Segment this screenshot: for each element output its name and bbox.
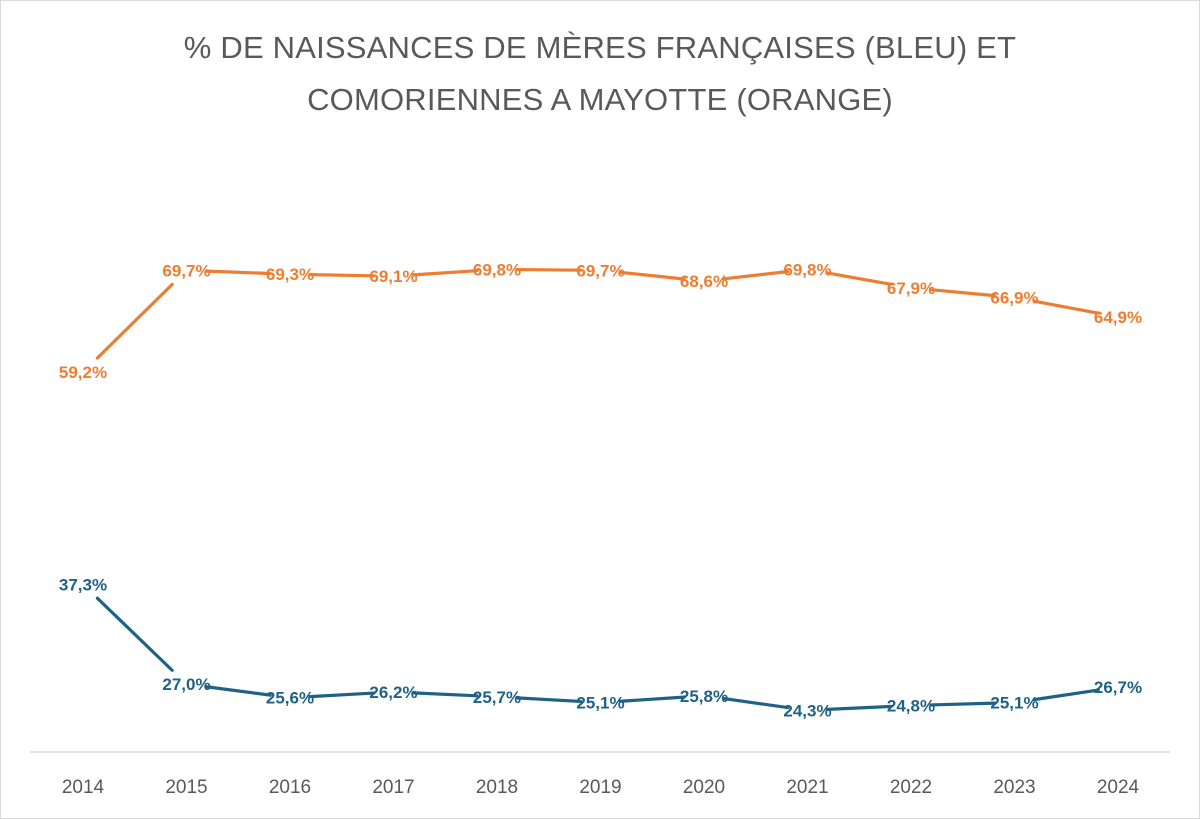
x-tick-label-2017: 2017 bbox=[372, 777, 414, 798]
x-tick-label-2015: 2015 bbox=[165, 777, 207, 798]
series-francaises-segment-2016-2017 bbox=[308, 691, 376, 699]
data-label-francaises-2020: 25,8% bbox=[680, 687, 728, 706]
data-label-francaises-2023: 25,1% bbox=[990, 694, 1038, 713]
series-francaises-segment-2018-2019 bbox=[515, 696, 583, 704]
data-label-comoriennes-2020: 68,6% bbox=[680, 272, 728, 291]
chart-title-line-2: COMORIENNES A MAYOTTE (ORANGE) bbox=[307, 82, 893, 117]
data-label-francaises-2018: 25,7% bbox=[473, 688, 521, 707]
series-francaises-segment-2019-2020 bbox=[618, 695, 686, 703]
data-label-comoriennes-2018: 69,8% bbox=[473, 260, 521, 279]
series-comoriennes-segment-2015-2016 bbox=[204, 269, 272, 276]
data-label-comoriennes-2024: 64,9% bbox=[1094, 308, 1142, 327]
data-label-layer: 59,2% 69,7% 69,3% 69,1% 69,8% 69,7% 68,6% 69,8%… bbox=[59, 260, 1142, 720]
data-label-francaises-2022: 24,8% bbox=[887, 696, 935, 715]
series-francaises-segment-2022-2023 bbox=[929, 701, 997, 707]
series-francaises-segment-2014-2015 bbox=[95, 596, 174, 672]
series-comoriennes-segment-2018-2019 bbox=[515, 267, 583, 272]
x-tick-label-2016: 2016 bbox=[269, 777, 311, 798]
data-label-comoriennes-2021: 69,8% bbox=[783, 260, 831, 279]
data-label-francaises-2016: 25,6% bbox=[266, 689, 314, 708]
x-tick-label-2014: 2014 bbox=[62, 777, 105, 798]
data-label-comoriennes-2022: 67,9% bbox=[887, 279, 935, 298]
chart-title-line-1: % DE NAISSANCES DE MÈRES FRANÇAISES (BLE… bbox=[183, 30, 1017, 65]
x-tick-label-2020: 2020 bbox=[683, 777, 725, 798]
data-label-francaises-2015: 27,0% bbox=[162, 675, 210, 694]
data-label-comoriennes-2014: 59,2% bbox=[59, 363, 107, 382]
data-label-comoriennes-2023: 66,9% bbox=[990, 288, 1038, 307]
data-label-comoriennes-2016: 69,3% bbox=[266, 265, 314, 284]
series-francaises-segment-2020-2021 bbox=[722, 696, 790, 710]
x-tick-label-2018: 2018 bbox=[476, 777, 518, 798]
series-comoriennes-segment-2016-2017 bbox=[308, 273, 376, 278]
series-comoriennes-segment-2020-2021 bbox=[722, 270, 790, 281]
series-comoriennes-segment-2017-2018 bbox=[411, 269, 479, 277]
series-francaises-segment-2015-2016 bbox=[204, 685, 272, 697]
series-francaises-segment-2023-2024 bbox=[1032, 688, 1100, 702]
data-label-francaises-2021: 24,3% bbox=[783, 701, 831, 720]
series-comoriennes-segment-2022-2023 bbox=[929, 288, 997, 298]
chart-title: % DE NAISSANCES DE MÈRES FRANÇAISES (BLE… bbox=[0, 22, 1200, 126]
data-label-comoriennes-2017: 69,1% bbox=[369, 267, 417, 286]
x-tick-label-2019: 2019 bbox=[579, 777, 621, 798]
series-francaises-segment-2017-2018 bbox=[411, 691, 479, 698]
x-tick-label-2023: 2023 bbox=[993, 777, 1035, 798]
x-tick-layer: 2014 2015 2016 2017 2018 2019 2020 2021 2022 2023… bbox=[62, 777, 1140, 798]
series-comoriennes-segment-2023-2024 bbox=[1032, 299, 1100, 315]
data-label-francaises-2017: 26,2% bbox=[369, 683, 417, 702]
x-tick-label-2024: 2024 bbox=[1097, 777, 1140, 798]
data-label-francaises-2014: 37,3% bbox=[59, 575, 107, 594]
series-comoriennes-segment-2021-2022 bbox=[825, 271, 893, 286]
data-label-francaises-2024: 26,7% bbox=[1094, 678, 1142, 697]
series-comoriennes-segment-2019-2020 bbox=[618, 270, 686, 281]
series-francaises-segment-2021-2022 bbox=[825, 704, 893, 711]
x-tick-label-2022: 2022 bbox=[890, 777, 932, 798]
data-label-comoriennes-2019: 69,7% bbox=[576, 261, 624, 280]
series-comoriennes-segment-2014-2015 bbox=[95, 282, 174, 360]
x-tick-label-2021: 2021 bbox=[786, 777, 828, 798]
data-label-francaises-2019: 25,1% bbox=[576, 694, 624, 713]
data-label-comoriennes-2015: 69,7% bbox=[162, 261, 210, 280]
series-layer bbox=[95, 267, 1100, 711]
